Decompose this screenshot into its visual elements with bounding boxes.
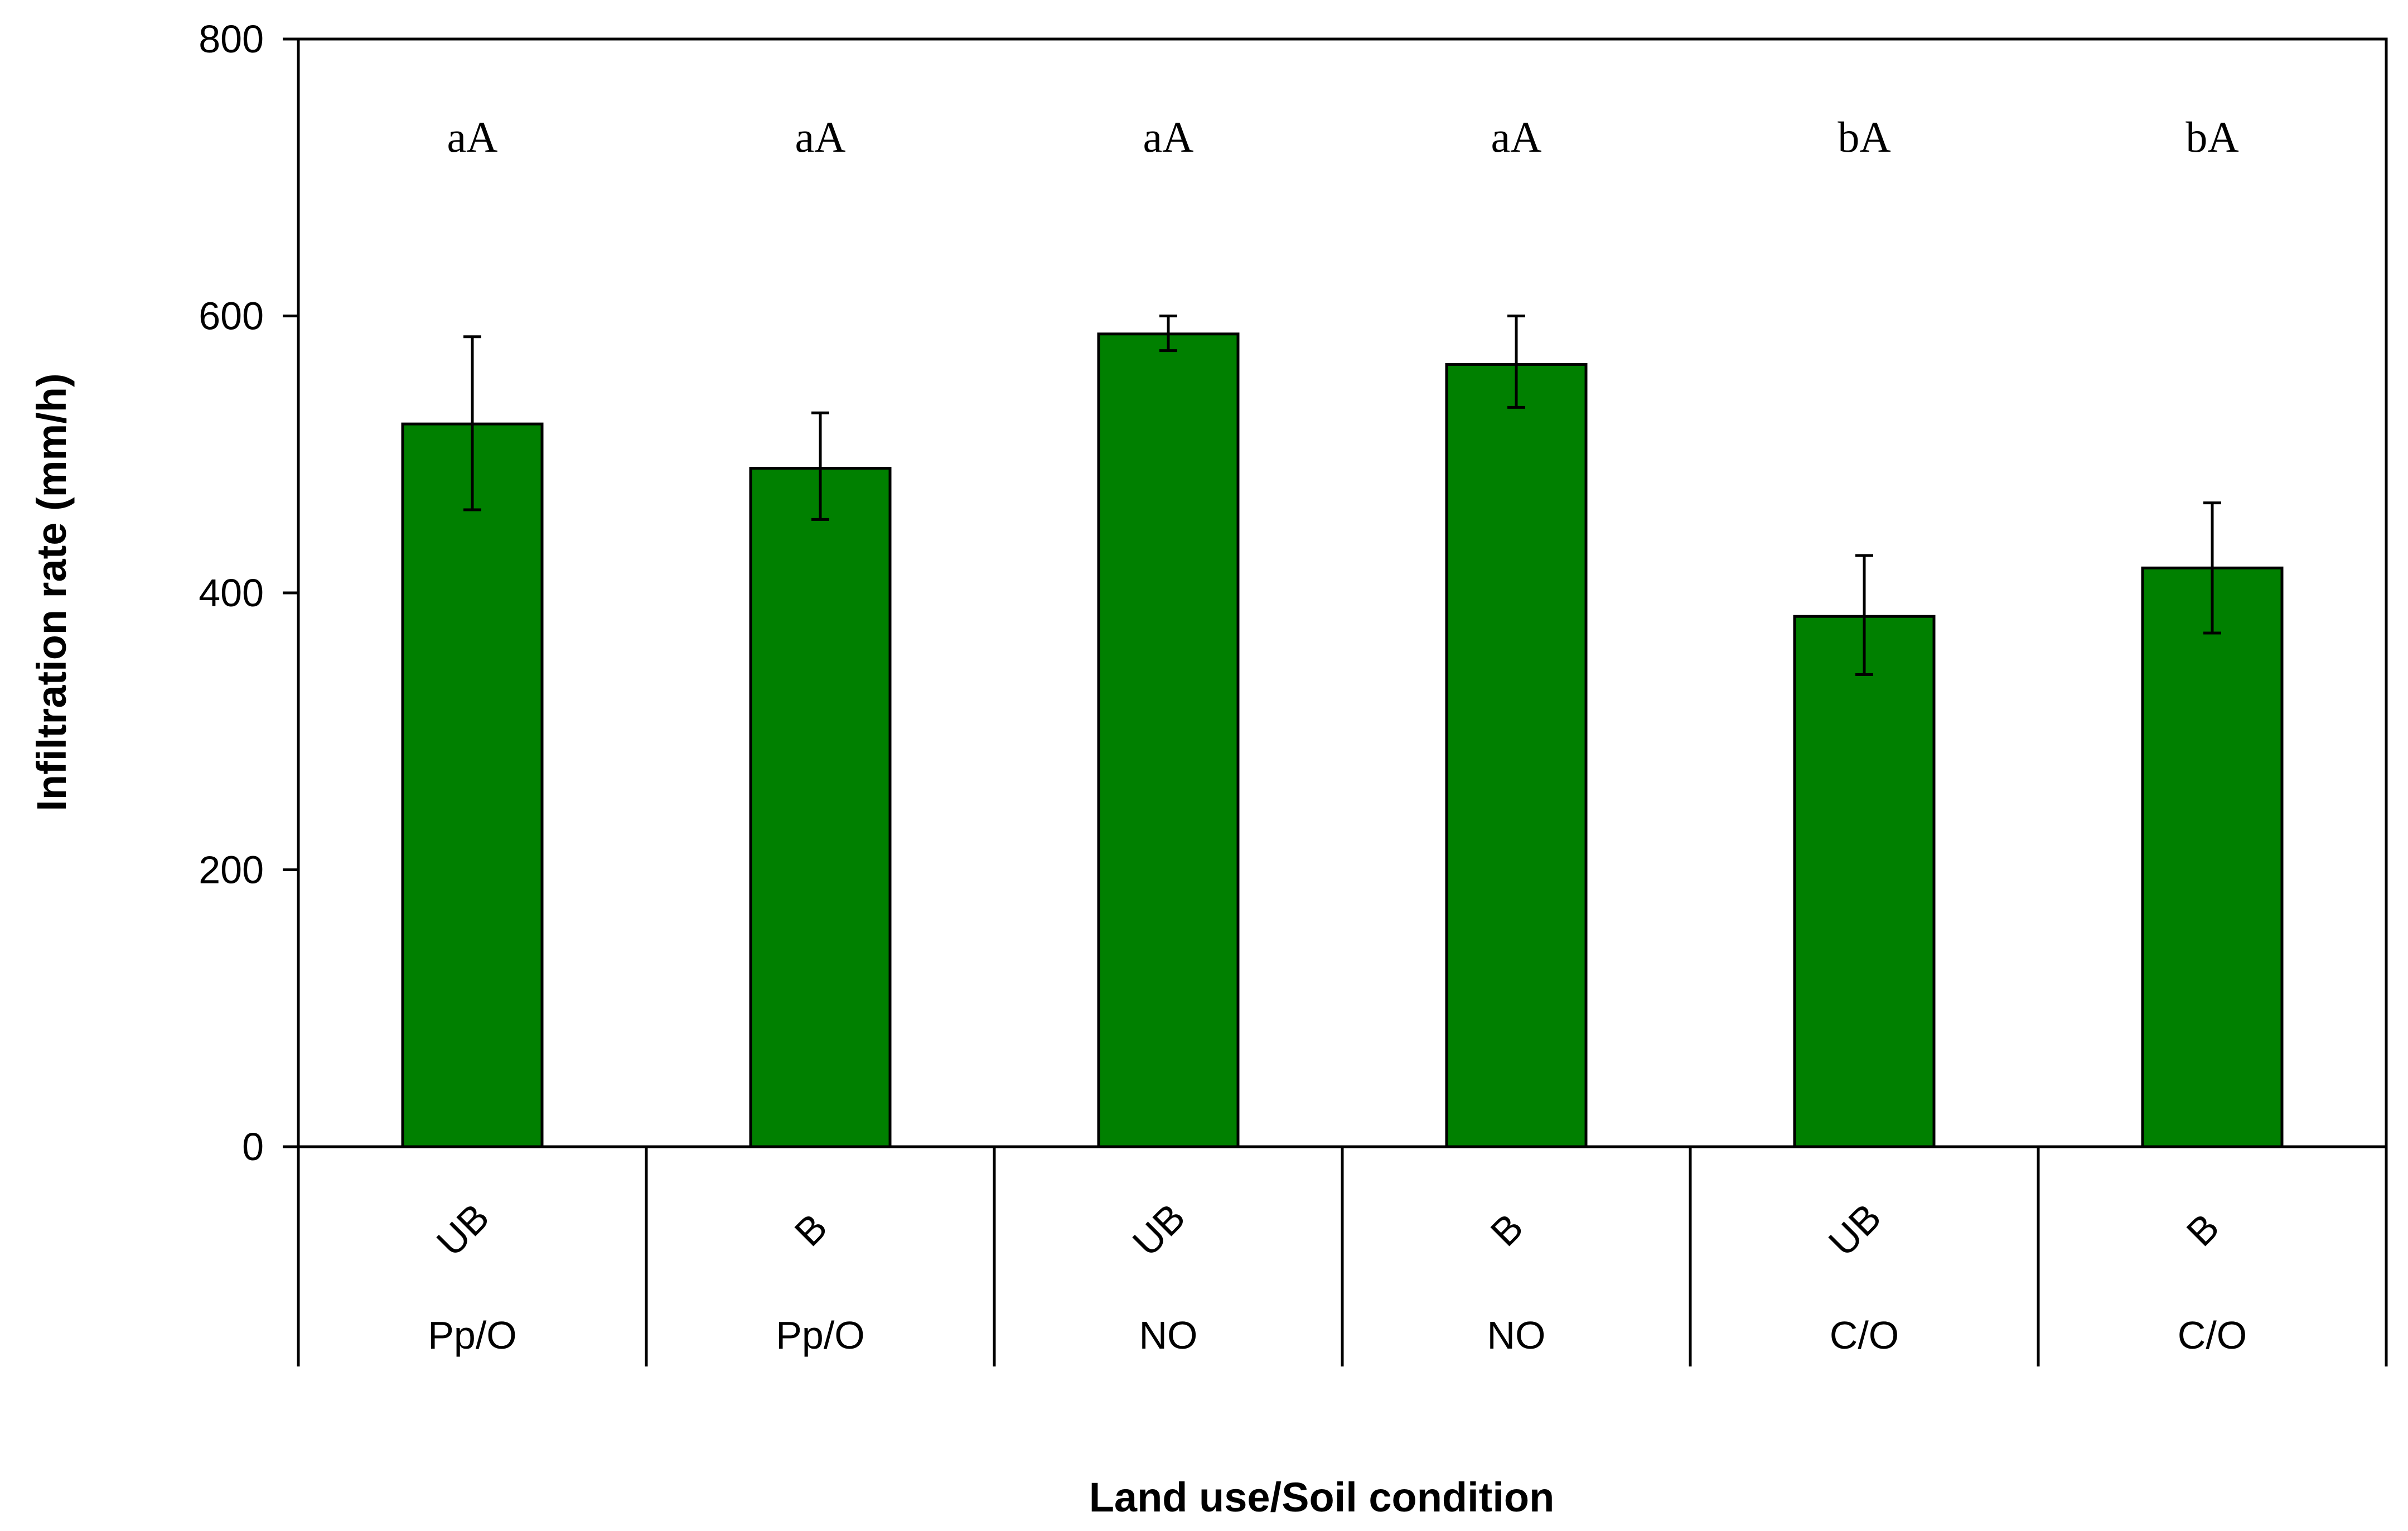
- significance-letters: aA: [1143, 113, 1194, 161]
- error-bars-group: [463, 315, 2221, 676]
- y-tick-label: 200: [199, 848, 264, 892]
- bar: [1793, 615, 1936, 1148]
- soil-condition-label: B: [786, 1205, 835, 1254]
- plot-area-frame: [297, 37, 2388, 1148]
- significance-letters-group: aA aA aA aA bA bA: [447, 113, 2239, 161]
- land-use-label: NO: [1487, 1313, 1546, 1357]
- y-tick-label: 400: [199, 571, 264, 615]
- bar: [1445, 363, 1588, 1148]
- land-use-label: C/O: [1830, 1313, 1899, 1357]
- y-axis-title: Infiltration rate (mm/h): [28, 373, 75, 811]
- y-tick-label: 600: [199, 294, 264, 338]
- soil-condition-label: B: [2178, 1205, 2227, 1254]
- significance-letters: bA: [1838, 113, 1890, 161]
- significance-letters: bA: [2185, 113, 2238, 161]
- soil-condition-label: B: [1482, 1205, 1531, 1254]
- significance-letters: aA: [795, 113, 846, 161]
- soil-condition-label: UB: [428, 1195, 497, 1264]
- bars-group: [401, 332, 2284, 1148]
- significance-letters: aA: [447, 113, 498, 161]
- y-axis: 0 200 400 600 800: [199, 17, 298, 1168]
- land-use-label: NO: [1139, 1313, 1198, 1357]
- land-use-label: Pp/O: [428, 1313, 517, 1357]
- land-use-label: C/O: [2178, 1313, 2247, 1357]
- category-labels-group: UB Pp/O B Pp/O UB NO B NO UB C/O B C/O: [428, 1147, 2388, 1366]
- bar: [1097, 332, 1240, 1148]
- bar: [749, 467, 892, 1148]
- y-tick-label: 800: [199, 17, 264, 61]
- y-tick-label: 0: [242, 1125, 264, 1168]
- significance-letters: aA: [1491, 113, 1542, 161]
- land-use-label: Pp/O: [776, 1313, 865, 1357]
- bar: [401, 422, 544, 1148]
- soil-condition-label: UB: [1124, 1195, 1193, 1264]
- soil-condition-label: UB: [1820, 1195, 1889, 1264]
- x-axis-title: Land use/Soil condition: [1089, 1474, 1555, 1520]
- bar: [2141, 566, 2284, 1148]
